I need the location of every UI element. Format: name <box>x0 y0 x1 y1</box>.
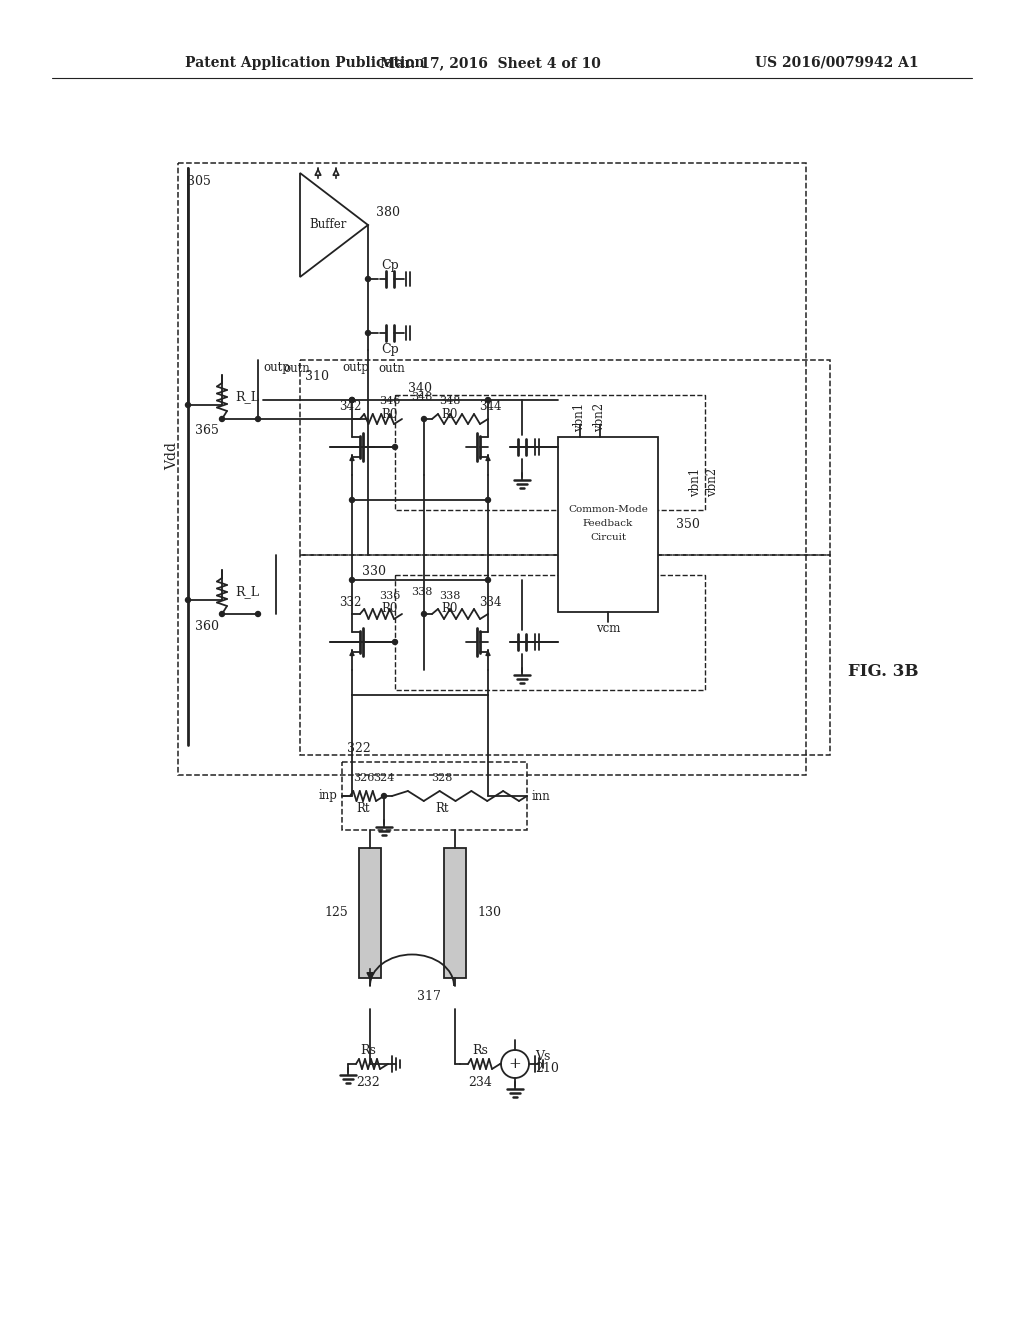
Text: Patent Application Publication: Patent Application Publication <box>185 55 425 70</box>
Circle shape <box>366 330 371 335</box>
Text: 324: 324 <box>374 774 394 783</box>
Text: FIG. 3B: FIG. 3B <box>848 664 919 681</box>
Text: outn: outn <box>283 362 309 375</box>
Text: Vs: Vs <box>535 1051 550 1064</box>
Text: 328: 328 <box>431 774 453 783</box>
Text: 310: 310 <box>305 370 329 383</box>
Text: R0: R0 <box>382 408 398 421</box>
Text: vbn2: vbn2 <box>594 403 606 432</box>
Circle shape <box>485 498 490 503</box>
Text: 234: 234 <box>468 1076 492 1089</box>
Text: R0: R0 <box>441 408 458 421</box>
Text: Feedback: Feedback <box>583 520 633 528</box>
Text: Rs: Rs <box>360 1044 376 1056</box>
Text: Cp: Cp <box>381 342 399 355</box>
Bar <box>178 162 806 775</box>
Text: outn: outn <box>378 362 404 375</box>
Text: US 2016/0079942 A1: US 2016/0079942 A1 <box>755 55 919 70</box>
Circle shape <box>422 611 427 616</box>
Text: 346: 346 <box>379 396 400 407</box>
Circle shape <box>256 611 260 616</box>
Text: 380: 380 <box>376 206 400 219</box>
Bar <box>558 437 658 612</box>
Text: 338: 338 <box>412 587 433 597</box>
Circle shape <box>256 417 260 421</box>
Text: 338: 338 <box>439 591 461 601</box>
Bar <box>395 576 705 690</box>
Text: R_L: R_L <box>234 586 259 598</box>
Circle shape <box>485 397 490 403</box>
Circle shape <box>219 611 224 616</box>
Text: R0: R0 <box>382 602 398 615</box>
Text: 344: 344 <box>479 400 502 413</box>
Text: 330: 330 <box>362 565 386 578</box>
Text: 334: 334 <box>479 595 502 609</box>
Text: 317: 317 <box>417 990 441 1002</box>
Circle shape <box>382 793 386 799</box>
Text: vbn2: vbn2 <box>707 467 720 496</box>
Bar <box>395 395 705 510</box>
Circle shape <box>185 598 190 602</box>
Text: 342: 342 <box>339 400 361 413</box>
Text: Rs: Rs <box>472 1044 488 1056</box>
Circle shape <box>392 639 397 644</box>
Text: 305: 305 <box>187 176 211 187</box>
Circle shape <box>349 397 354 403</box>
Text: outp: outp <box>263 362 290 375</box>
Text: 332: 332 <box>339 595 361 609</box>
Bar <box>342 762 527 830</box>
Text: 322: 322 <box>347 742 371 755</box>
Circle shape <box>349 578 354 582</box>
Text: Rt: Rt <box>435 801 449 814</box>
Text: inp: inp <box>318 789 337 803</box>
Text: Vdd: Vdd <box>165 442 179 470</box>
Text: vbn1: vbn1 <box>573 403 587 432</box>
Text: vcm: vcm <box>596 622 621 635</box>
Circle shape <box>422 417 427 421</box>
Text: outp: outp <box>342 362 369 375</box>
Bar <box>300 554 830 755</box>
Text: 340: 340 <box>408 381 432 395</box>
Text: 232: 232 <box>356 1076 380 1089</box>
Circle shape <box>366 276 371 281</box>
Circle shape <box>392 445 397 450</box>
Bar <box>444 847 466 978</box>
Text: 336: 336 <box>379 591 400 601</box>
Circle shape <box>349 397 354 403</box>
Text: 130: 130 <box>477 907 501 920</box>
Text: 326: 326 <box>353 774 375 783</box>
Circle shape <box>485 578 490 582</box>
Text: Circuit: Circuit <box>590 533 626 543</box>
Text: 348: 348 <box>412 392 433 403</box>
Text: Cp: Cp <box>381 259 399 272</box>
Bar <box>300 360 830 554</box>
Circle shape <box>219 417 224 421</box>
Text: 360: 360 <box>195 619 219 632</box>
Text: 350: 350 <box>676 517 699 531</box>
Text: R_L: R_L <box>234 391 259 404</box>
Circle shape <box>349 498 354 503</box>
Text: 125: 125 <box>325 907 348 920</box>
Text: Common-Mode: Common-Mode <box>568 506 648 515</box>
Text: 365: 365 <box>196 425 219 437</box>
Text: inn: inn <box>532 789 551 803</box>
Text: 348: 348 <box>439 396 461 407</box>
Text: Rt: Rt <box>356 801 370 814</box>
Text: +: + <box>509 1057 521 1071</box>
Bar <box>359 847 381 978</box>
Text: R0: R0 <box>441 602 458 615</box>
Text: Mar. 17, 2016  Sheet 4 of 10: Mar. 17, 2016 Sheet 4 of 10 <box>380 55 600 70</box>
Text: 210: 210 <box>535 1063 559 1076</box>
Circle shape <box>185 403 190 408</box>
Text: Buffer: Buffer <box>309 219 347 231</box>
Text: vbn1: vbn1 <box>689 467 702 496</box>
